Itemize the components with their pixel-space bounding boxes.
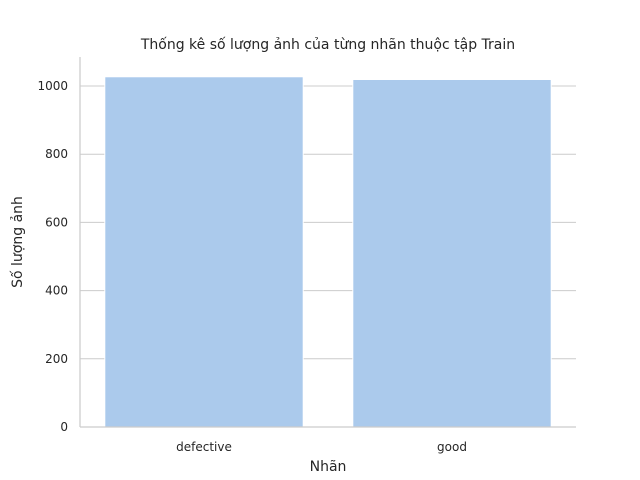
x-tick-labels: defective good [176, 440, 467, 454]
y-tick-label: 200 [45, 352, 68, 366]
y-tick-labels: 0 200 400 600 800 1000 [37, 79, 68, 434]
y-axis-label: Số lượng ảnh [9, 196, 26, 288]
y-tick-label: 1000 [37, 79, 68, 93]
x-axis-label: Nhãn [310, 459, 347, 475]
x-tick-label: defective [176, 440, 232, 454]
x-tick-label: good [437, 440, 467, 454]
y-tick-label: 0 [60, 420, 68, 434]
bars [104, 76, 552, 428]
bar-good [352, 79, 552, 428]
bar-defective [104, 76, 304, 428]
y-tick-label: 800 [45, 147, 68, 161]
y-tick-label: 600 [45, 215, 68, 229]
y-tick-label: 400 [45, 284, 68, 298]
chart-title: Thống kê số lượng ảnh của từng nhãn thuộ… [140, 36, 515, 53]
